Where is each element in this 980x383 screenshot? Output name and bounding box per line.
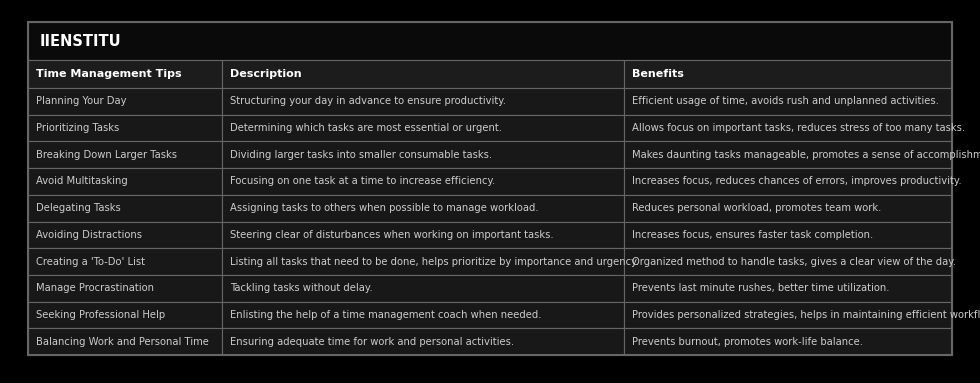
Bar: [222, 88, 624, 115]
Text: Organized method to handle tasks, gives a clear view of the day.: Organized method to handle tasks, gives …: [632, 257, 956, 267]
Bar: [28, 60, 222, 88]
Text: Seeking Professional Help: Seeking Professional Help: [36, 310, 165, 320]
Text: Description: Description: [230, 69, 302, 79]
Bar: [222, 60, 624, 88]
Bar: [28, 141, 222, 168]
Text: Prevents burnout, promotes work-life balance.: Prevents burnout, promotes work-life bal…: [632, 337, 863, 347]
Text: Creating a 'To-Do' List: Creating a 'To-Do' List: [36, 257, 145, 267]
Text: Increases focus, ensures faster task completion.: Increases focus, ensures faster task com…: [632, 230, 873, 240]
Text: Prevents last minute rushes, better time utilization.: Prevents last minute rushes, better time…: [632, 283, 890, 293]
Text: Breaking Down Larger Tasks: Breaking Down Larger Tasks: [36, 150, 177, 160]
Bar: [222, 168, 624, 195]
Bar: [28, 248, 222, 275]
Bar: [28, 115, 222, 141]
Bar: [28, 328, 222, 355]
Bar: [624, 221, 952, 248]
Text: Steering clear of disturbances when working on important tasks.: Steering clear of disturbances when work…: [230, 230, 554, 240]
Text: Avoiding Distractions: Avoiding Distractions: [36, 230, 142, 240]
Bar: [28, 22, 952, 60]
Text: Enlisting the help of a time management coach when needed.: Enlisting the help of a time management …: [230, 310, 542, 320]
Bar: [222, 141, 624, 168]
Text: Delegating Tasks: Delegating Tasks: [36, 203, 121, 213]
Text: Provides personalized strategies, helps in maintaining efficient workflow.: Provides personalized strategies, helps …: [632, 310, 980, 320]
Text: IIENSTITU: IIENSTITU: [40, 33, 122, 49]
Text: Efficient usage of time, avoids rush and unplanned activities.: Efficient usage of time, avoids rush and…: [632, 97, 939, 106]
Text: Listing all tasks that need to be done, helps prioritize by importance and urgen: Listing all tasks that need to be done, …: [230, 257, 639, 267]
Text: Prioritizing Tasks: Prioritizing Tasks: [36, 123, 120, 133]
Text: Tackling tasks without delay.: Tackling tasks without delay.: [230, 283, 372, 293]
Text: Reduces personal workload, promotes team work.: Reduces personal workload, promotes team…: [632, 203, 881, 213]
Text: Manage Procrastination: Manage Procrastination: [36, 283, 154, 293]
Bar: [222, 221, 624, 248]
Bar: [222, 301, 624, 328]
Bar: [624, 88, 952, 115]
Bar: [624, 168, 952, 195]
Text: Planning Your Day: Planning Your Day: [36, 97, 126, 106]
Bar: [624, 301, 952, 328]
Text: Increases focus, reduces chances of errors, improves productivity.: Increases focus, reduces chances of erro…: [632, 177, 961, 187]
Bar: [624, 115, 952, 141]
Bar: [222, 248, 624, 275]
Text: Allows focus on important tasks, reduces stress of too many tasks.: Allows focus on important tasks, reduces…: [632, 123, 965, 133]
Text: Benefits: Benefits: [632, 69, 684, 79]
Bar: [28, 88, 222, 115]
Bar: [624, 275, 952, 301]
Bar: [624, 328, 952, 355]
Bar: [222, 115, 624, 141]
Bar: [28, 168, 222, 195]
Text: Structuring your day in advance to ensure productivity.: Structuring your day in advance to ensur…: [230, 97, 506, 106]
Bar: [222, 195, 624, 221]
Text: Focusing on one task at a time to increase efficiency.: Focusing on one task at a time to increa…: [230, 177, 495, 187]
Text: Assigning tasks to others when possible to manage workload.: Assigning tasks to others when possible …: [230, 203, 539, 213]
Bar: [28, 22, 952, 355]
Bar: [624, 248, 952, 275]
Bar: [28, 301, 222, 328]
Bar: [28, 221, 222, 248]
Bar: [624, 141, 952, 168]
Bar: [222, 275, 624, 301]
Text: Time Management Tips: Time Management Tips: [36, 69, 181, 79]
Text: Determining which tasks are most essential or urgent.: Determining which tasks are most essenti…: [230, 123, 502, 133]
Text: Balancing Work and Personal Time: Balancing Work and Personal Time: [36, 337, 209, 347]
Bar: [222, 328, 624, 355]
Text: Makes daunting tasks manageable, promotes a sense of accomplishment.: Makes daunting tasks manageable, promote…: [632, 150, 980, 160]
Bar: [624, 60, 952, 88]
Text: Dividing larger tasks into smaller consumable tasks.: Dividing larger tasks into smaller consu…: [230, 150, 492, 160]
Text: Avoid Multitasking: Avoid Multitasking: [36, 177, 127, 187]
Bar: [28, 275, 222, 301]
Bar: [28, 195, 222, 221]
Bar: [624, 195, 952, 221]
Text: Ensuring adequate time for work and personal activities.: Ensuring adequate time for work and pers…: [230, 337, 514, 347]
